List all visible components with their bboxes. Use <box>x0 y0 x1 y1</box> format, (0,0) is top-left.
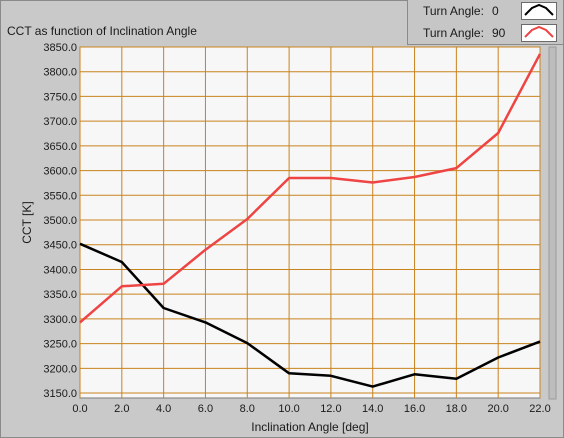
y-tick-label: 3400.0 <box>43 264 77 276</box>
series-line-1 <box>79 53 542 324</box>
x-tick-label: 6.0 <box>198 403 213 415</box>
y-tick-label: 3800.0 <box>43 67 77 79</box>
y-tick-label: 3150.0 <box>43 388 77 400</box>
y-tick-label: 3350.0 <box>43 289 77 301</box>
y-tick-label: 3450.0 <box>43 240 77 252</box>
y-tick-label: 3750.0 <box>43 91 77 103</box>
y-tick-label: 3200.0 <box>43 363 77 375</box>
chart-title: CCT as function of Inclination Angle <box>7 24 197 38</box>
legend-entry-0[interactable]: Turn Angle: 0 <box>408 0 563 22</box>
x-tick-label: 0.0 <box>72 403 87 415</box>
y-tick-label: 3700.0 <box>43 116 77 128</box>
y-tick-label: 3650.0 <box>43 141 77 153</box>
x-tick-label: 2.0 <box>114 403 129 415</box>
x-tick-label: 22.0 <box>529 403 550 415</box>
legend-value-1: 90 <box>492 26 506 40</box>
legend-label-1: Turn Angle: <box>423 26 484 40</box>
x-tick-label: 4.0 <box>156 403 171 415</box>
legend-label-0: Turn Angle: <box>423 4 484 18</box>
y-tick-label: 3600.0 <box>43 166 77 178</box>
plot-background <box>79 46 541 399</box>
y-tick-label: 3300.0 <box>43 314 77 326</box>
legend-swatch-1[interactable] <box>521 24 557 42</box>
y-tick-label: 3250.0 <box>43 339 77 351</box>
y-tick-label: 3500.0 <box>43 215 77 227</box>
legend-value-0: 0 <box>492 4 499 18</box>
legend: Turn Angle: 0 Turn Angle: 90 <box>407 0 563 45</box>
x-tick-label: 16.0 <box>404 403 425 415</box>
plot-right-edge <box>548 46 557 400</box>
y-tick-label: 3550.0 <box>43 190 77 202</box>
x-tick-label: 18.0 <box>446 403 467 415</box>
y-axis-title: CCT [K] <box>20 201 34 243</box>
x-axis-title: Inclination Angle [deg] <box>251 420 368 434</box>
x-tick-label: 12.0 <box>320 403 341 415</box>
x-tick-label: 10.0 <box>278 403 299 415</box>
legend-entry-1[interactable]: Turn Angle: 90 <box>408 22 563 44</box>
legend-line-icon-0 <box>524 3 554 16</box>
x-tick-label: 8.0 <box>240 403 255 415</box>
y-tick-label: 3850.0 <box>43 42 77 54</box>
x-tick-label: 14.0 <box>362 403 383 415</box>
series-line-0 <box>79 242 541 388</box>
legend-line-icon-1 <box>524 25 554 38</box>
legend-swatch-0[interactable] <box>521 2 557 20</box>
x-tick-label: 20.0 <box>487 403 508 415</box>
